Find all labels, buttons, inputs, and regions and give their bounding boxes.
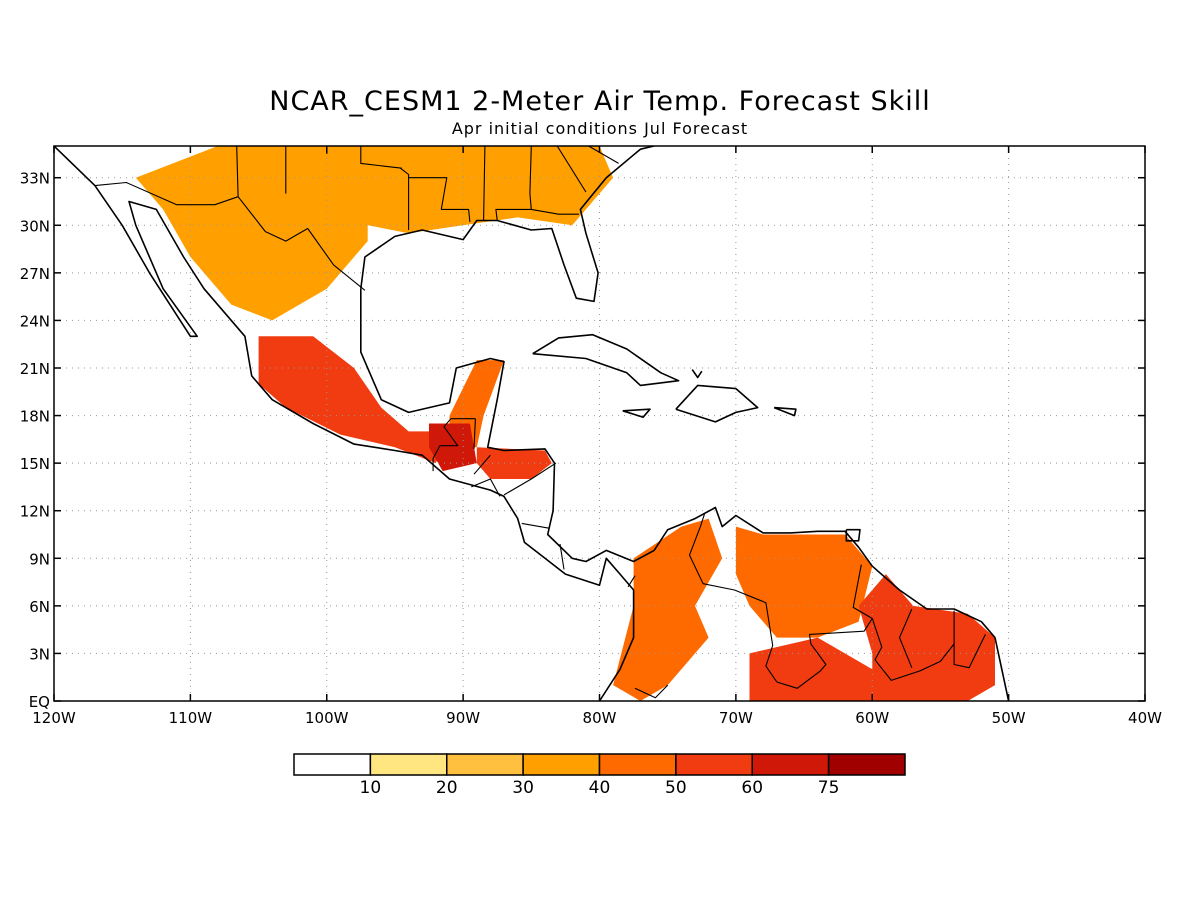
colorbar-swatch-1 bbox=[369, 753, 448, 776]
colorbar-label: 10 bbox=[360, 778, 382, 798]
y-tick-label: EQ bbox=[29, 693, 50, 711]
colorbar-swatch-5 bbox=[675, 753, 753, 776]
x-tick-label: 50W bbox=[992, 709, 1026, 727]
colorbar-label: 20 bbox=[436, 778, 458, 798]
coastline-segment-3 bbox=[532, 333, 680, 387]
border-segment-9 bbox=[688, 513, 778, 683]
y-tick-label: 18N bbox=[20, 408, 50, 426]
x-tick-label: 100W bbox=[305, 709, 349, 727]
colorbar-label: 75 bbox=[818, 778, 840, 798]
x-tick-label: 120W bbox=[32, 709, 76, 727]
border-segment-20 bbox=[483, 146, 486, 221]
colorbar-label: 40 bbox=[589, 778, 611, 798]
political-borders bbox=[94, 146, 986, 699]
border-segment-1 bbox=[432, 418, 476, 472]
y-tick-label: 33N bbox=[20, 170, 50, 188]
coastline-segment-0 bbox=[54, 146, 635, 701]
border-segment-2 bbox=[473, 418, 476, 449]
chart-title: NCAR_CESM1 2-Meter Air Temp. Forecast Sk… bbox=[269, 86, 931, 117]
colorbar-swatch-4 bbox=[598, 753, 677, 776]
border-segment-23 bbox=[556, 146, 587, 193]
border-segment-12 bbox=[898, 608, 913, 668]
colorbar-swatch-3 bbox=[522, 753, 601, 776]
coastline-segment-2 bbox=[360, 146, 655, 303]
coastline-segment-7 bbox=[845, 528, 861, 542]
coastline-segment-1 bbox=[359, 288, 1010, 701]
colorbar-swatch-2 bbox=[446, 753, 524, 776]
border-segment-10 bbox=[776, 564, 873, 689]
colorbar-swatch-0 bbox=[293, 753, 372, 776]
coastline-segment-4 bbox=[675, 384, 759, 423]
border-segment-24 bbox=[588, 146, 619, 164]
y-tick-label: 21N bbox=[20, 360, 50, 378]
border-segment-4 bbox=[471, 478, 501, 497]
y-tick-label: 15N bbox=[20, 455, 50, 473]
skill-region-colombia bbox=[613, 518, 723, 701]
border-segment-25 bbox=[360, 146, 402, 169]
skill-region-guatemala bbox=[429, 423, 477, 472]
border-segment-13 bbox=[953, 610, 986, 669]
skill-region-brazil-north bbox=[749, 637, 941, 701]
y-tick-label: 30N bbox=[20, 217, 50, 235]
colorbar-swatch-7 bbox=[827, 753, 906, 776]
border-segment-7 bbox=[559, 543, 565, 570]
border-segment-0 bbox=[94, 181, 366, 291]
colorbar-label: 30 bbox=[512, 778, 534, 798]
x-tick-label: 110W bbox=[169, 709, 213, 727]
border-segment-18 bbox=[400, 167, 410, 230]
border-segment-14 bbox=[634, 684, 669, 699]
y-tick-label: 27N bbox=[20, 265, 50, 283]
x-tick-label: 70W bbox=[719, 709, 753, 727]
y-tick-label: 6N bbox=[29, 598, 50, 616]
colorbar: 10 20 30 40 50 60 75 bbox=[293, 753, 906, 798]
y-tick-label: 24N bbox=[20, 312, 50, 330]
x-tick-label: 90W bbox=[446, 709, 480, 727]
axis-ticks: 120W 110W 100W 90W 80W 70W 60W 50W 40W EQ 3N 6N 9N 12… bbox=[20, 146, 1162, 727]
skill-region-guiana bbox=[858, 574, 995, 701]
skill-region-honduras bbox=[476, 447, 552, 479]
border-segment-15 bbox=[236, 146, 239, 197]
x-tick-label: 60W bbox=[855, 709, 889, 727]
grid-lines bbox=[54, 146, 1145, 701]
y-tick-label: 9N bbox=[29, 550, 50, 568]
x-tick-label: 40W bbox=[1128, 709, 1162, 727]
coastline-segment-6 bbox=[773, 406, 797, 417]
coastlines bbox=[54, 146, 1010, 701]
border-segment-6 bbox=[521, 522, 550, 529]
border-segment-3 bbox=[473, 454, 491, 475]
x-tick-label: 80W bbox=[583, 709, 617, 727]
coastline-segment-8 bbox=[691, 369, 703, 379]
skill-shading bbox=[135, 146, 995, 701]
skill-region-mexico-north bbox=[135, 146, 368, 321]
coastline-segment-5 bbox=[622, 408, 651, 419]
chart-subtitle: Apr initial conditions Jul Forecast bbox=[451, 119, 749, 138]
colorbar-swatch-6 bbox=[751, 753, 830, 776]
border-segment-19 bbox=[408, 177, 471, 223]
colorbar-label: 60 bbox=[741, 778, 763, 798]
border-segment-5 bbox=[503, 462, 557, 496]
colorbar-label: 50 bbox=[665, 778, 687, 798]
y-tick-label: 12N bbox=[20, 503, 50, 521]
skill-region-venezuela bbox=[735, 526, 873, 638]
border-segment-22 bbox=[531, 208, 579, 215]
y-tick-label: 3N bbox=[29, 645, 50, 663]
border-segment-11 bbox=[871, 618, 955, 681]
border-segment-8 bbox=[627, 575, 636, 588]
